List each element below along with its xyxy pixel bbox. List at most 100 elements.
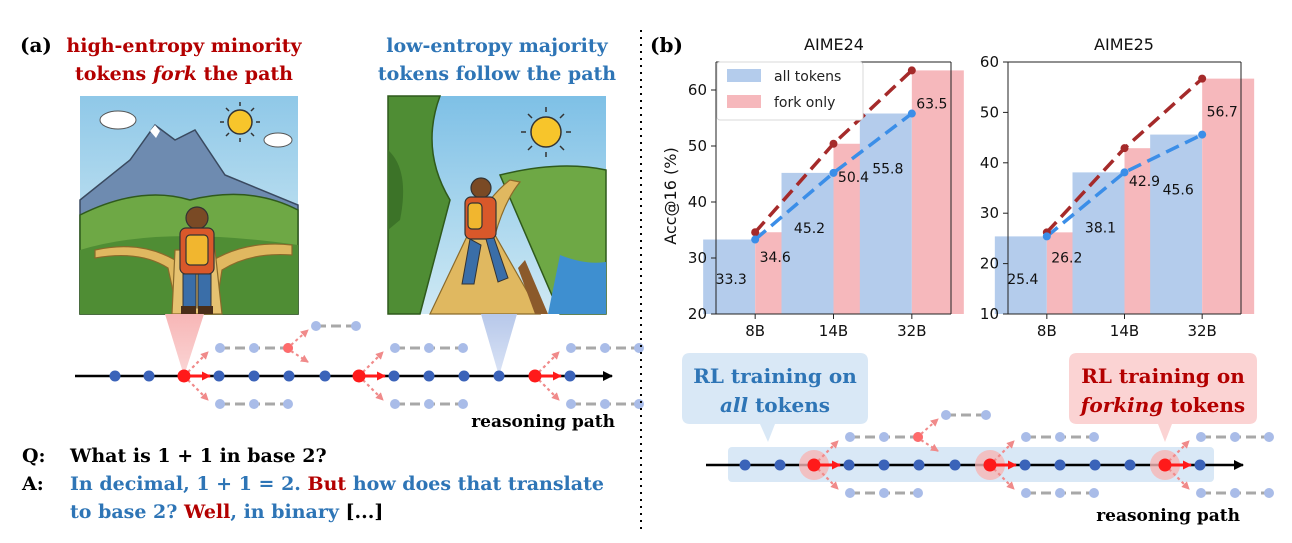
panel-a: (a) high-entropy minority tokens fork th… <box>20 33 644 523</box>
answer-line2: to base 2? Well, in binary [...] <box>70 501 383 523</box>
branch-arrow-down <box>187 379 209 401</box>
trend-line-all-tokens <box>754 112 913 241</box>
y-axis-label: Acc@16 (%) <box>661 147 680 244</box>
y-tick-label: 50 <box>980 103 999 121</box>
callout-fork-line1: RL training on <box>1081 364 1245 388</box>
path-token <box>1054 459 1066 471</box>
branch-token <box>1196 432 1206 442</box>
x-tick-label: 14B <box>819 322 848 340</box>
trend-point-all-tokens <box>1042 232 1051 241</box>
chart-title: AIME25 <box>1094 35 1154 54</box>
branch-token <box>311 321 321 331</box>
path-token <box>913 459 925 471</box>
chart-aime24: AIME24 Acc@16 (%) 8B 14B 32B 33.3 34.645.2 50.4… <box>661 35 964 340</box>
path-token <box>1089 459 1101 471</box>
branch-token <box>1196 488 1206 498</box>
branch-token <box>351 321 361 331</box>
path-token <box>774 459 786 471</box>
legend-all-tokens: all tokens <box>774 69 841 85</box>
branch-token <box>634 399 644 409</box>
data-label-fork-only: 50.4 <box>838 170 869 186</box>
callout-fork-line2: forking tokens <box>1079 393 1245 417</box>
answer-fork-token-but: But <box>308 473 347 495</box>
branch-arrow-up <box>817 440 839 462</box>
follow-caption-line1: low-entropy majority <box>386 35 608 57</box>
branch-token <box>1089 432 1099 442</box>
branch-arrow-down <box>362 379 384 401</box>
panel-a-label: (a) <box>20 33 52 57</box>
branch-token <box>634 343 644 353</box>
branch-token <box>1021 488 1031 498</box>
y-tick-label: 40 <box>688 193 707 211</box>
branch-arrow-up <box>362 351 384 373</box>
path-token <box>213 370 225 382</box>
bar-all-tokens <box>859 113 912 315</box>
path-token <box>949 459 961 471</box>
branch-token <box>600 399 610 409</box>
sub-branch-up <box>920 418 939 435</box>
data-label-all-tokens: 33.3 <box>716 272 747 288</box>
branch-token <box>941 410 951 420</box>
reasoning-path-b <box>706 410 1274 498</box>
x-tick-label: 14B <box>1110 322 1139 340</box>
callout-all-line1: RL training on <box>693 364 857 388</box>
bar-fork-only <box>1202 78 1255 315</box>
branch-token <box>600 343 610 353</box>
panel-b: (b) AIME24 Acc@16 (%) 8B 14B 32B 33.3 34.645.2… <box>650 33 1274 526</box>
path-token <box>248 370 260 382</box>
trend-point-all-tokens <box>829 168 838 177</box>
fork-token <box>528 369 542 383</box>
trend-point-fork-only <box>907 66 916 75</box>
data-label-fork-only: 63.5 <box>916 96 947 112</box>
path-token <box>143 370 155 382</box>
data-label-all-tokens: 38.1 <box>1085 220 1116 236</box>
branch-token <box>424 343 434 353</box>
data-label-fork-only: 56.7 <box>1207 105 1238 121</box>
data-label-fork-only: 34.6 <box>760 250 791 266</box>
trend-point-fork-only <box>751 228 760 237</box>
callout-all-line2: all tokens <box>720 393 830 417</box>
y-tick-label: 60 <box>688 81 707 99</box>
branch-token <box>845 432 855 442</box>
sub-fork-token <box>913 432 923 442</box>
trend-point-all-tokens <box>1120 168 1129 177</box>
branch-token <box>879 432 889 442</box>
fork-road-illustration <box>79 96 299 315</box>
branch-token <box>1230 432 1240 442</box>
path-token <box>843 459 855 471</box>
trend-point-all-tokens <box>907 109 916 118</box>
callout-forking-tokens: RL training on forking tokens <box>1069 353 1257 442</box>
trend-point-fork-only <box>1198 74 1207 83</box>
branch-token <box>981 410 991 420</box>
branch-token <box>566 343 576 353</box>
path-token <box>109 370 121 382</box>
branch-token <box>424 399 434 409</box>
sub-branch-down <box>290 350 309 363</box>
fork-token <box>1158 458 1172 472</box>
branch-token <box>215 343 225 353</box>
fork-token <box>352 369 366 383</box>
path-token <box>1019 459 1031 471</box>
question-text: What is 1 + 1 in base 2? <box>69 445 327 467</box>
branch-arrow-up <box>993 440 1015 462</box>
branch-token <box>879 488 889 498</box>
branch-token <box>1230 488 1240 498</box>
trend-point-fork-only <box>829 139 838 148</box>
answer-label: A: <box>21 473 44 495</box>
branch-arrow-down <box>993 468 1015 490</box>
x-tick-label: 8B <box>745 322 765 340</box>
panel-b-label: (b) <box>650 33 683 57</box>
fork-caption-line1: high-entropy minority <box>66 35 302 57</box>
branch-token <box>249 343 259 353</box>
branch-token <box>458 399 468 409</box>
branch-arrow-up <box>538 351 560 373</box>
data-label-all-tokens: 45.6 <box>1163 183 1194 199</box>
branch-token <box>1089 488 1099 498</box>
reasoning-path-a <box>75 321 644 409</box>
answer-fork-token-well: Well <box>183 501 230 523</box>
path-token <box>739 459 751 471</box>
bar-fork-only <box>911 70 964 315</box>
path-token <box>388 370 400 382</box>
branch-token <box>1264 488 1274 498</box>
